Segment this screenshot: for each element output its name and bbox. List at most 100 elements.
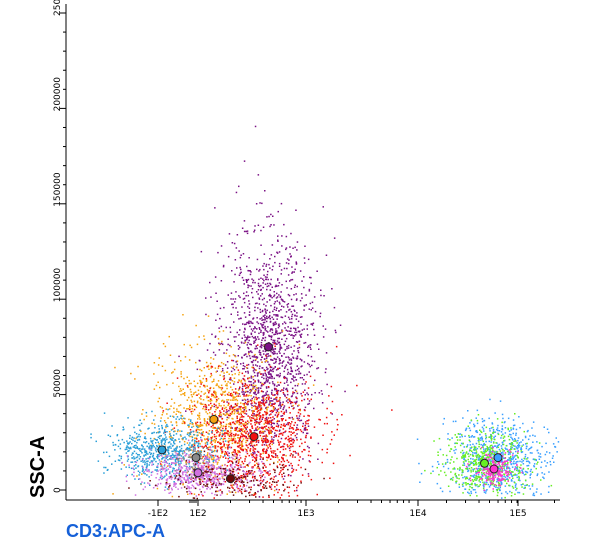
event-dot bbox=[307, 354, 310, 357]
event-dot bbox=[272, 410, 274, 413]
event-dot bbox=[97, 460, 100, 462]
event-dot bbox=[253, 464, 256, 467]
event-dot bbox=[171, 476, 174, 479]
event-dot bbox=[282, 300, 284, 302]
event-dot bbox=[128, 466, 130, 469]
event-dot bbox=[158, 397, 161, 400]
event-dot bbox=[213, 405, 215, 408]
event-dot bbox=[277, 324, 280, 326]
event-dot bbox=[95, 440, 97, 443]
event-dot bbox=[262, 332, 264, 334]
event-dot bbox=[128, 447, 131, 450]
event-dot bbox=[268, 363, 270, 366]
event-dot bbox=[489, 484, 492, 487]
event-dot bbox=[250, 375, 253, 378]
event-dot bbox=[202, 473, 205, 475]
event-dot bbox=[173, 434, 175, 436]
event-dot bbox=[282, 401, 284, 403]
event-dot bbox=[307, 419, 309, 422]
event-dot bbox=[279, 446, 282, 448]
event-dot bbox=[199, 462, 202, 465]
event-dot bbox=[333, 306, 336, 309]
event-dot bbox=[161, 424, 163, 427]
event-dot bbox=[548, 452, 551, 454]
event-dot bbox=[333, 237, 336, 239]
event-dot bbox=[243, 220, 246, 222]
event-dot bbox=[234, 340, 236, 343]
event-dot bbox=[209, 411, 211, 414]
event-dot bbox=[191, 395, 193, 398]
event-dot bbox=[207, 439, 209, 442]
event-dot bbox=[194, 446, 196, 448]
event-dot bbox=[205, 456, 208, 459]
event-dot bbox=[279, 372, 281, 375]
event-dot bbox=[202, 407, 204, 410]
event-dot bbox=[283, 406, 285, 409]
event-dot bbox=[196, 476, 198, 479]
event-dot bbox=[524, 484, 526, 487]
event-dot bbox=[284, 349, 287, 351]
event-dot bbox=[200, 390, 203, 393]
event-dot bbox=[224, 407, 226, 410]
event-dot bbox=[280, 437, 283, 440]
event-dot bbox=[294, 334, 297, 336]
event-dot bbox=[261, 319, 263, 321]
event-dot bbox=[263, 333, 265, 335]
event-dot bbox=[111, 425, 113, 427]
event-dot bbox=[213, 378, 215, 381]
event-dot bbox=[145, 468, 148, 470]
event-dot bbox=[189, 477, 192, 480]
event-dot bbox=[290, 423, 292, 425]
event-dot bbox=[215, 393, 217, 395]
event-dot bbox=[182, 473, 184, 476]
event-dot bbox=[220, 245, 223, 247]
event-dot bbox=[307, 334, 309, 336]
event-dot bbox=[227, 441, 230, 443]
event-dot bbox=[237, 487, 239, 490]
event-dot bbox=[200, 369, 203, 372]
event-dot bbox=[251, 402, 253, 404]
event-dot bbox=[219, 415, 221, 418]
event-dot bbox=[473, 476, 475, 478]
event-dot bbox=[273, 436, 275, 438]
event-dot bbox=[276, 484, 278, 486]
event-dot bbox=[233, 489, 236, 491]
event-dot bbox=[255, 418, 257, 421]
event-dot bbox=[255, 396, 257, 399]
event-dot bbox=[326, 448, 329, 450]
event-dot bbox=[139, 429, 141, 431]
event-dot bbox=[520, 447, 522, 449]
event-dot bbox=[265, 412, 268, 415]
event-dot bbox=[204, 404, 207, 406]
event-dot bbox=[143, 437, 146, 439]
event-dot bbox=[292, 247, 294, 249]
event-dot bbox=[244, 460, 246, 462]
event-dot bbox=[273, 353, 275, 355]
event-dot bbox=[166, 455, 169, 457]
event-dot bbox=[257, 484, 260, 487]
event-dot bbox=[290, 298, 293, 301]
event-dot bbox=[273, 377, 275, 380]
event-dot bbox=[304, 426, 307, 429]
event-dot bbox=[165, 484, 168, 486]
event-dot bbox=[171, 437, 173, 439]
event-dot bbox=[176, 469, 178, 471]
event-dot bbox=[249, 270, 251, 272]
event-dot bbox=[255, 356, 258, 358]
event-dot bbox=[226, 416, 229, 419]
event-dot bbox=[249, 419, 252, 422]
event-dot bbox=[282, 448, 285, 451]
event-dot bbox=[201, 474, 203, 476]
event-dot bbox=[190, 382, 192, 385]
event-dot bbox=[198, 359, 201, 362]
event-dot bbox=[145, 415, 148, 417]
event-dot bbox=[249, 491, 251, 494]
event-dot bbox=[141, 470, 144, 472]
event-dot bbox=[149, 480, 151, 482]
event-dot bbox=[148, 451, 151, 454]
event-dot bbox=[206, 396, 208, 399]
event-dot bbox=[286, 381, 288, 383]
event-dot bbox=[189, 473, 191, 475]
event-dot bbox=[280, 309, 282, 311]
event-dot bbox=[281, 464, 284, 466]
